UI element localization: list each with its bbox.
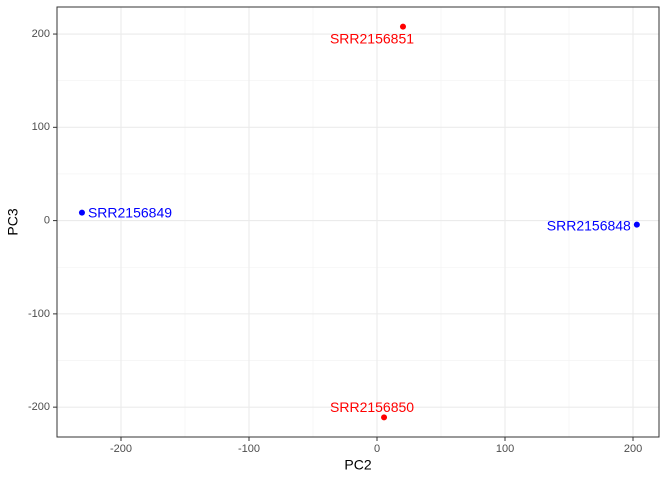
x-tick-label: 0 <box>374 443 380 455</box>
y-tick-label: 0 <box>44 215 50 227</box>
point-label: SRR2156851 <box>330 30 414 46</box>
x-tick-label: -100 <box>238 443 260 455</box>
point-label: SRR2156848 <box>547 217 631 233</box>
point <box>78 209 85 216</box>
x-tick-label: -200 <box>110 443 132 455</box>
x-axis-title: PC2 <box>344 457 371 473</box>
y-tick-label: -200 <box>28 401 50 413</box>
y-tick-label: -100 <box>28 308 50 320</box>
y-tick-label: 200 <box>32 28 50 40</box>
x-tick-label: 100 <box>496 443 514 455</box>
y-tick-label: 100 <box>32 121 50 133</box>
panel-border <box>56 6 660 438</box>
point <box>399 23 406 30</box>
point <box>633 221 640 228</box>
x-tick-label: 200 <box>624 443 642 455</box>
y-axis-title: PC3 <box>5 208 21 235</box>
point <box>381 414 388 421</box>
point-label: SRR2156849 <box>88 204 172 220</box>
point-label: SRR2156850 <box>330 399 414 415</box>
